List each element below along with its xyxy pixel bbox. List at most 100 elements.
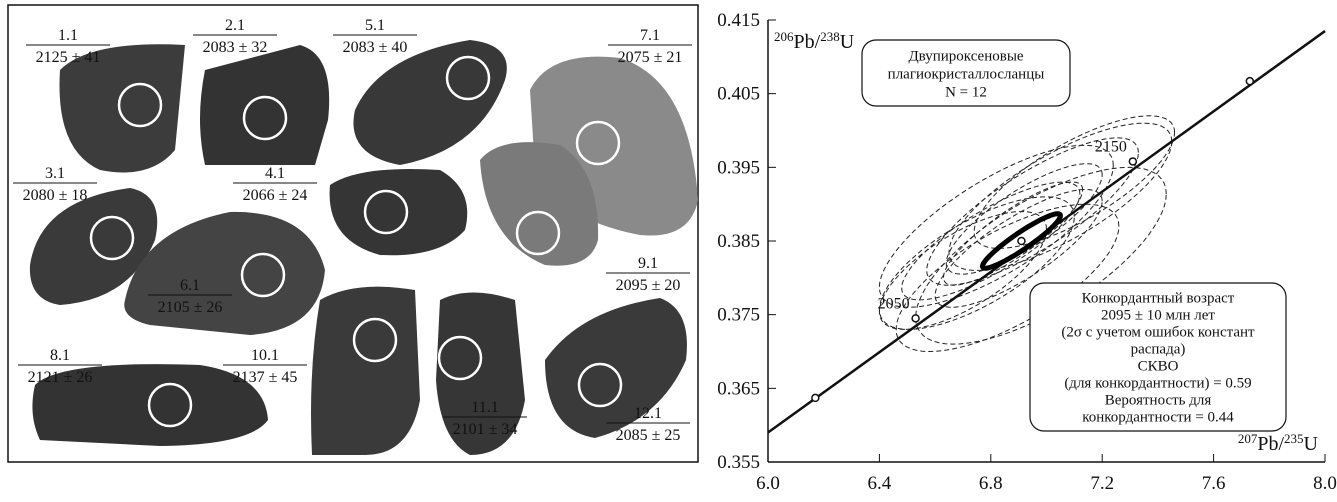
mass-number: 207 xyxy=(1238,431,1258,446)
element: Pb/ xyxy=(1257,433,1284,455)
x-tick-label: 6.4 xyxy=(868,473,892,494)
result-box xyxy=(1029,282,1287,432)
spot xyxy=(352,317,398,363)
spot xyxy=(242,95,288,141)
spot-age: 2085 ± 25 xyxy=(616,427,681,444)
image-frame xyxy=(7,4,699,463)
y-tick-label: 0.355 xyxy=(717,452,760,473)
annotation-line: N = 12 xyxy=(945,84,987,100)
grain xyxy=(436,292,525,455)
analysis-spots xyxy=(89,55,623,428)
spot-id: 5.1 xyxy=(365,17,385,34)
age-marker xyxy=(1017,236,1026,246)
spot-age: 2066 ± 24 xyxy=(243,187,308,204)
element: Pb/ xyxy=(794,31,821,53)
annotation-line: 2095 ± 10 млн лет xyxy=(1101,308,1215,324)
spot xyxy=(445,55,491,101)
error-ellipse xyxy=(934,189,1103,308)
x-tick-label: 6.0 xyxy=(756,473,780,494)
spot xyxy=(575,120,621,166)
x-tick-label: 8.0 xyxy=(1313,473,1337,494)
annotation-line: (2σ с учетом ошибок констант xyxy=(1061,325,1255,341)
spot-id: 8.1 xyxy=(50,347,70,364)
grain xyxy=(311,286,420,455)
y-tick-label: 0.415 xyxy=(717,10,760,31)
grain-labels: 1.1 2125 ± 41 2.1 2083 ± 32 5.1 2083 ± 40 7.1 2… xyxy=(13,17,692,444)
annotation-line: Двупироксеновые xyxy=(908,48,1023,64)
spot-age: 2083 ± 32 xyxy=(203,39,268,56)
spot-age: 2125 ± 41 xyxy=(36,49,101,66)
y-tick-label: 0.365 xyxy=(717,378,760,399)
annotation-line: СКВО xyxy=(1138,359,1179,375)
mass-number: 235 xyxy=(1284,431,1304,446)
spot xyxy=(147,382,193,428)
spot-age: 2095 ± 20 xyxy=(616,277,681,294)
annotation-line: распада) xyxy=(1131,342,1186,358)
spot-id: 2.1 xyxy=(225,17,245,34)
spot xyxy=(363,189,409,235)
age-label: 2150 xyxy=(1095,138,1127,155)
grain xyxy=(353,40,507,165)
spot xyxy=(240,252,286,298)
annotation-line: плагиокристаллосланцы xyxy=(888,66,1045,82)
y-label: 206Pb/238U xyxy=(774,29,855,54)
grain xyxy=(329,169,468,256)
age-label: 2050 xyxy=(878,295,910,312)
spot-id: 11.1 xyxy=(471,399,498,416)
spot-age: 2101 ± 34 xyxy=(453,421,518,438)
age-marker xyxy=(811,393,820,403)
grain xyxy=(124,211,326,335)
spot-id: 3.1 xyxy=(45,165,65,182)
error-ellipse xyxy=(915,166,1167,345)
mass-number: 238 xyxy=(820,29,840,44)
spot xyxy=(117,82,163,128)
age-marker xyxy=(1245,76,1255,86)
error-ellipse xyxy=(948,122,1173,271)
zircon-grains xyxy=(29,40,698,455)
y-tick-label: 0.395 xyxy=(717,157,760,178)
annotation-line: конкордантности = 0.44 xyxy=(1082,410,1234,426)
spot xyxy=(577,362,623,408)
error-ellipse xyxy=(926,137,1139,286)
spot-age: 2080 ± 18 xyxy=(23,187,88,204)
concordia-plot: 0.355 0.365 0.375 0.385 0.395 0.405 0.415 6.0 6.… xyxy=(717,10,1337,494)
spot xyxy=(515,210,561,256)
spot-id: 6.1 xyxy=(180,277,200,294)
annotation-line: (для конкордантности) = 0.59 xyxy=(1064,376,1251,392)
spot-age: 2137 ± 45 xyxy=(233,369,298,386)
x-tick-label: 7.2 xyxy=(1090,473,1114,494)
spot xyxy=(89,215,135,261)
spot-age: 2083 ± 40 xyxy=(343,39,408,56)
age-marker xyxy=(911,314,920,323)
grain xyxy=(59,44,185,173)
y-tick-label: 0.405 xyxy=(717,84,760,105)
error-ellipse xyxy=(942,181,1084,286)
error-ellipse xyxy=(973,115,1176,249)
sample-box xyxy=(861,39,1071,107)
concordant-ellipse xyxy=(979,211,1063,271)
age-marker xyxy=(1128,157,1138,166)
y-tick-label: 0.385 xyxy=(717,231,760,252)
element: U xyxy=(1304,433,1319,455)
x-tick-label: 6.8 xyxy=(979,473,1003,494)
grain xyxy=(200,45,330,165)
x-tick-label: 7.6 xyxy=(1202,473,1226,494)
element: U xyxy=(840,31,855,53)
error-ellipse xyxy=(945,163,1103,275)
grain xyxy=(545,298,687,438)
spot-age: 2121 ± 26 xyxy=(28,369,93,386)
spot-id: 10.1 xyxy=(251,347,279,364)
spot-id: 4.1 xyxy=(265,165,285,182)
mass-number: 206 xyxy=(774,29,794,44)
spot-id: 12.1 xyxy=(634,405,662,422)
spot xyxy=(437,335,483,381)
spot-age: 2105 ± 26 xyxy=(158,299,223,316)
error-ellipse xyxy=(901,181,1081,301)
annotation-line: Вероятность для xyxy=(1105,393,1212,409)
spot-age: 2075 ± 21 xyxy=(618,49,683,66)
x-label: 207Pb/235U xyxy=(1238,431,1319,456)
y-tick-label: 0.375 xyxy=(717,305,760,326)
spot-id: 7.1 xyxy=(640,27,660,44)
spot-id: 9.1 xyxy=(638,255,658,272)
